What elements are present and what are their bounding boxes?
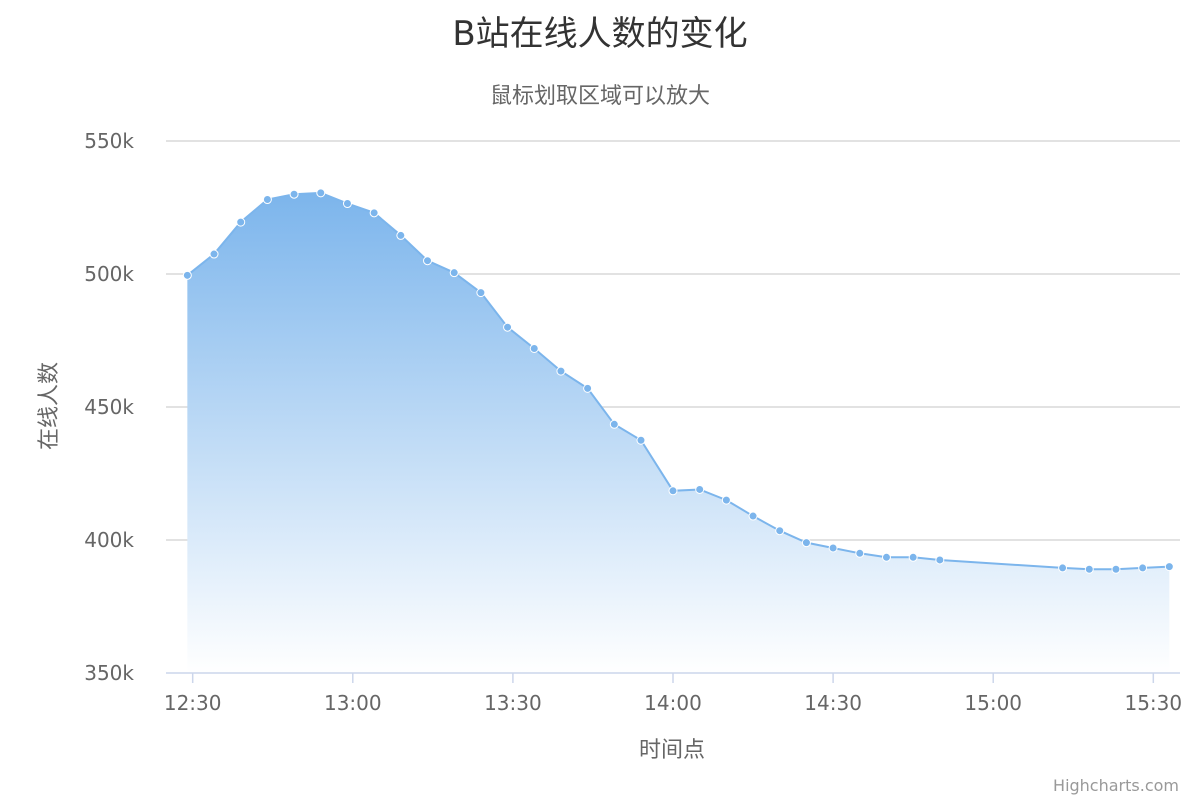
y-axis-title: 在线人数	[37, 362, 62, 450]
data-point-marker[interactable]	[695, 484, 705, 494]
data-point-marker[interactable]	[529, 343, 539, 353]
data-point-marker[interactable]	[881, 552, 891, 562]
data-point-marker[interactable]	[855, 548, 865, 558]
x-tick-label: 12:30	[164, 691, 222, 715]
y-tick-label: 450k	[84, 395, 134, 419]
series-line	[186, 191, 1170, 571]
data-point-marker[interactable]	[1084, 564, 1094, 574]
data-point-marker[interactable]	[423, 256, 433, 266]
data-point-marker[interactable]	[801, 538, 811, 548]
data-point-marker[interactable]	[908, 552, 918, 562]
y-tick-label: 350k	[84, 661, 134, 685]
chart-title: B站在线人数的变化	[452, 14, 747, 54]
x-axis-title: 时间点	[639, 738, 705, 763]
data-point-marker[interactable]	[396, 230, 406, 240]
x-tick-label: 13:00	[324, 691, 382, 715]
data-point-marker[interactable]	[182, 270, 192, 280]
data-point-marker[interactable]	[503, 322, 513, 332]
data-point-marker[interactable]	[236, 217, 246, 227]
y-tick-label: 550k	[84, 129, 134, 153]
data-point-marker[interactable]	[369, 208, 379, 218]
x-tick-label: 15:00	[964, 691, 1022, 715]
data-point-marker[interactable]	[1058, 563, 1068, 573]
series-line-group	[186, 191, 1170, 571]
axes: 350k 400k 450k 500k 550k 12:30 13:00 13:30 14:00…	[84, 129, 1182, 715]
data-point-marker[interactable]	[775, 526, 785, 536]
data-point-marker[interactable]	[935, 555, 945, 565]
data-point-marker[interactable]	[262, 195, 272, 205]
series-markers[interactable]	[182, 188, 1174, 574]
data-point-marker[interactable]	[209, 249, 219, 259]
data-point-marker[interactable]	[1138, 563, 1148, 573]
y-tick-label: 500k	[84, 262, 134, 286]
x-tick-label: 14:00	[644, 691, 702, 715]
data-point-marker[interactable]	[609, 419, 619, 429]
data-point-marker[interactable]	[289, 189, 299, 199]
series-area-group	[187, 192, 1170, 673]
series-area-fill	[187, 192, 1170, 673]
data-point-marker[interactable]	[748, 511, 758, 521]
data-point-marker[interactable]	[668, 486, 678, 496]
data-point-marker[interactable]	[1111, 564, 1121, 574]
data-point-marker[interactable]	[342, 199, 352, 209]
x-tick-label: 15:30	[1124, 691, 1182, 715]
data-point-marker[interactable]	[476, 288, 486, 298]
data-point-marker[interactable]	[449, 268, 459, 278]
chart-subtitle: 鼠标划取区域可以放大	[490, 84, 710, 109]
data-point-marker[interactable]	[828, 543, 838, 553]
data-point-marker[interactable]	[636, 435, 646, 445]
data-point-marker[interactable]	[583, 383, 593, 393]
data-point-marker[interactable]	[1164, 562, 1174, 572]
y-tick-label: 400k	[84, 528, 134, 552]
data-point-marker[interactable]	[721, 495, 731, 505]
data-point-marker[interactable]	[316, 188, 326, 198]
data-point-marker[interactable]	[556, 366, 566, 376]
credits-link[interactable]: Highcharts.com	[1053, 776, 1179, 795]
x-tick-label: 13:30	[484, 691, 542, 715]
x-tick-label: 14:30	[804, 691, 862, 715]
